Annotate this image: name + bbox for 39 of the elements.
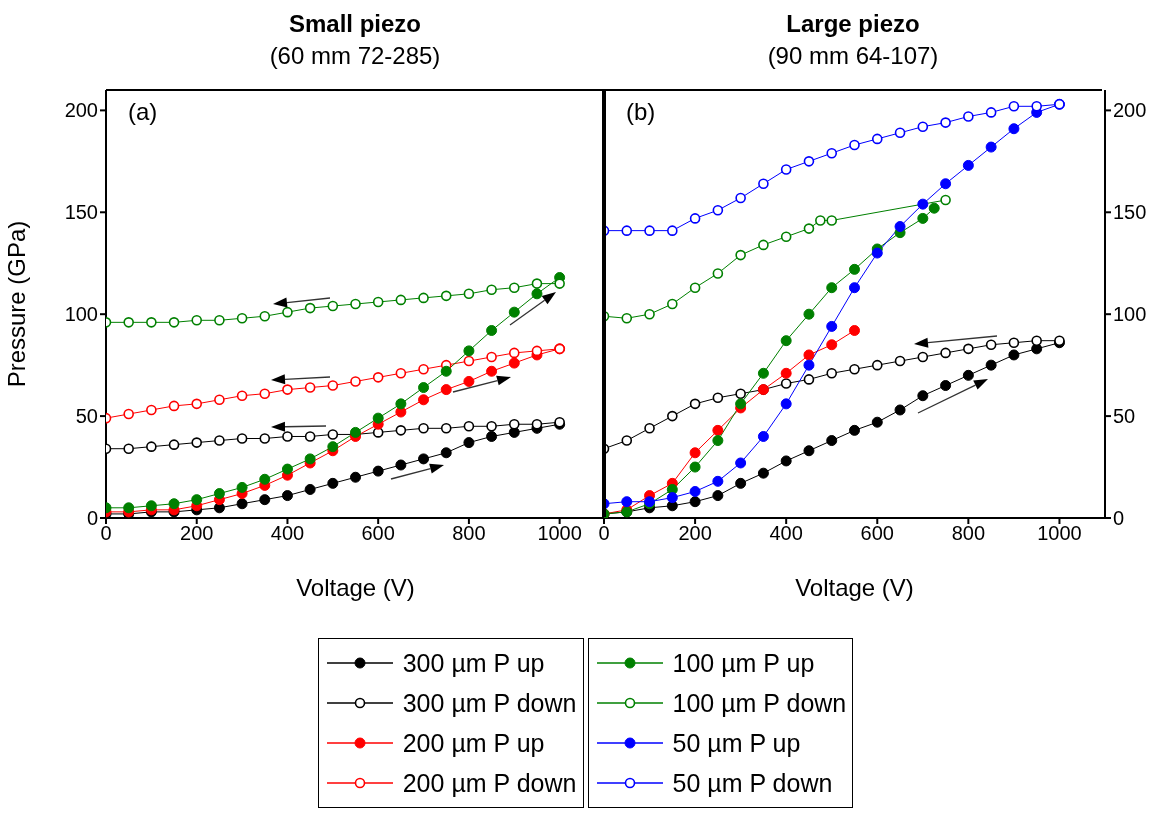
y-axis-title: Pressure (GPa)	[2, 220, 30, 388]
chart-title: Large piezo	[785, 9, 921, 39]
chart-subtitle: (60 mm 72-285)	[268, 41, 442, 71]
y-tick-label: 150	[1113, 201, 1147, 224]
y-tick-label: 0	[86, 507, 98, 530]
y-tick-label: 50	[1113, 405, 1136, 428]
chart-title: Small piezo	[287, 9, 422, 39]
annotation: (a)	[128, 98, 158, 126]
x-axis-title: Voltage (V)	[296, 574, 415, 601]
y-tick-label: 200	[64, 99, 98, 122]
y-tick-label: 200	[1113, 99, 1147, 122]
x-tick-label: 400	[769, 522, 803, 545]
x-tick-label: 400	[270, 522, 305, 545]
legend-label: 200 µm P up	[402, 728, 545, 758]
y-tick-label: 50	[75, 405, 98, 428]
y-tick-label: 100	[64, 303, 98, 326]
x-tick-label: 0	[598, 522, 610, 545]
x-tick-label: 800	[452, 522, 486, 545]
legend-label: 50 µm P down	[672, 768, 833, 798]
x-tick-label: 1000	[537, 522, 582, 545]
legend-label: 300 µm P up	[402, 648, 545, 678]
legend-label: 200 µm P down	[402, 768, 577, 798]
y-tick-label: 100	[1113, 303, 1147, 326]
chart-subtitle: (90 mm 64-107)	[766, 41, 940, 71]
x-tick-label: 1000	[1037, 522, 1082, 545]
x-tick-label: 0	[100, 522, 112, 545]
x-tick-label: 600	[361, 522, 395, 545]
annotation: (b)	[626, 98, 656, 126]
y-tick-label: 0	[1113, 507, 1125, 530]
legend-label: 50 µm P up	[672, 728, 801, 758]
x-tick-label: 200	[180, 522, 214, 545]
legend-label: 100 µm P up	[672, 648, 815, 678]
x-axis-title: Voltage (V)	[795, 574, 914, 601]
legend-label: 300 µm P down	[402, 688, 577, 718]
legend-label: 100 µm P down	[672, 688, 847, 718]
x-tick-label: 200	[678, 522, 712, 545]
x-tick-label: 800	[951, 522, 986, 545]
x-tick-label: 600	[860, 522, 894, 545]
y-tick-label: 150	[64, 201, 98, 224]
